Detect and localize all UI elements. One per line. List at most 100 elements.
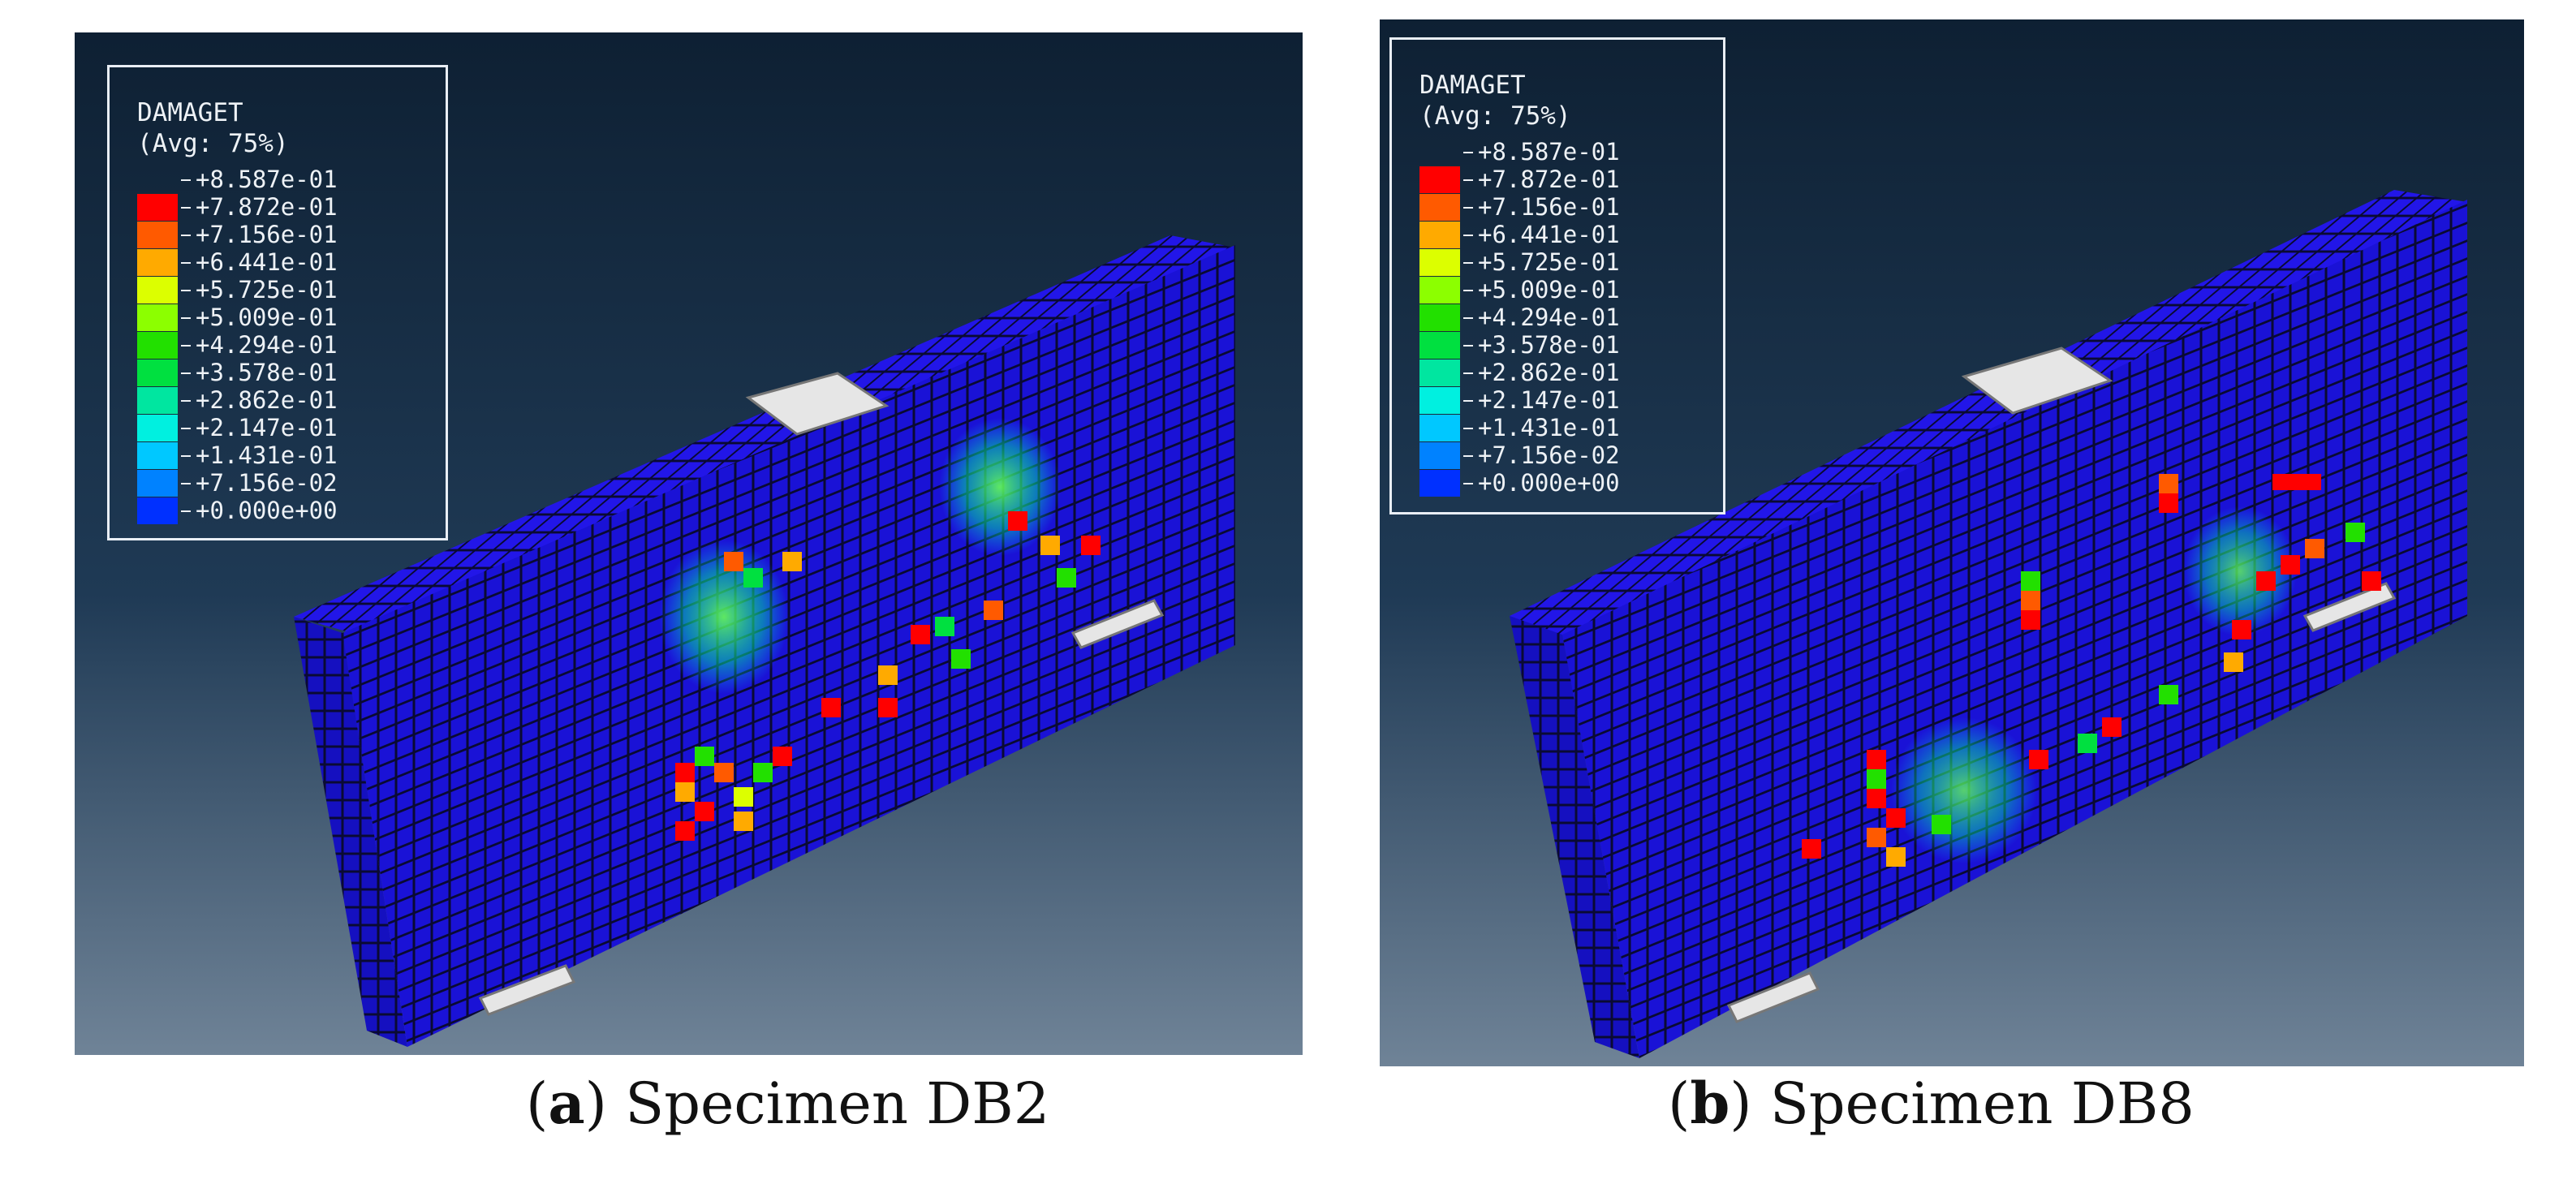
damage-zone xyxy=(2183,506,2297,636)
caption-letter: b xyxy=(1690,1070,1730,1137)
damage-zone xyxy=(939,418,1061,556)
legend-swatch xyxy=(1419,331,1460,359)
legend-row: +5.009e-01 xyxy=(137,304,429,359)
caption-text: Specimen DB8 xyxy=(1769,1070,2195,1137)
legend-label: +1.431e-01 xyxy=(196,441,338,469)
legend-swatch xyxy=(137,497,178,524)
legend-row: +2.147e-01 xyxy=(1419,386,1712,441)
legend-db2: DAMAGET (Avg: 75%) +8.587e-01 +7.872e-01… xyxy=(107,65,448,540)
legend-row: +2.862e-01 xyxy=(137,386,429,441)
legend-label: +7.156e-01 xyxy=(196,221,338,248)
legend-label: +5.009e-01 xyxy=(1478,276,1620,304)
legend-row: +1.431e-01 xyxy=(137,441,429,497)
legend-scale: +8.587e-01 +7.872e-01 +7.156e-01 +6.441e… xyxy=(137,166,429,538)
legend-row: +6.441e-01 xyxy=(1419,221,1712,276)
legend-label: +2.862e-01 xyxy=(196,386,338,414)
support-plate-right xyxy=(1070,599,1165,649)
legend-label: +7.872e-01 xyxy=(196,193,338,221)
beam-contour-plot-db8 xyxy=(1380,19,2524,1066)
legend-label: +7.156e-01 xyxy=(1478,193,1620,221)
legend-swatch xyxy=(137,469,178,497)
legend-swatch xyxy=(137,304,178,331)
legend-label: +3.578e-01 xyxy=(196,359,338,386)
legend-row: +5.725e-01 xyxy=(137,276,429,331)
loading-plate xyxy=(1961,347,2113,415)
legend-label: +2.147e-01 xyxy=(1478,386,1620,414)
loading-plate xyxy=(745,372,890,436)
legend-row: +4.294e-01 xyxy=(137,331,429,386)
legend-swatch xyxy=(137,441,178,469)
legend-swatch xyxy=(1419,469,1460,497)
legend-row: +7.156e-01 xyxy=(1419,193,1712,248)
support-plate-left xyxy=(478,964,576,1016)
legend-swatch xyxy=(1419,359,1460,386)
legend-swatch xyxy=(1419,386,1460,414)
legend-swatch xyxy=(1419,166,1460,193)
legend-row: +7.156e-02 xyxy=(1419,441,1712,497)
caption-db8: (b) Specimen DB8 xyxy=(1668,1070,2195,1137)
legend-subtitle: (Avg: 75%) xyxy=(137,129,289,158)
legend-swatch xyxy=(137,414,178,441)
legend-label: +2.862e-01 xyxy=(1478,359,1620,386)
support-plate-left xyxy=(1726,971,1820,1023)
legend-label: +6.441e-01 xyxy=(196,248,338,276)
legend-db8: DAMAGET (Avg: 75%) +8.587e-01 +7.872e-01… xyxy=(1389,37,1725,515)
legend-title: DAMAGET xyxy=(137,98,243,127)
legend-row: +3.578e-01 xyxy=(137,359,429,414)
legend-swatch xyxy=(1419,276,1460,304)
legend-row: +8.587e-01 xyxy=(137,166,429,221)
legend-row: +4.294e-01 xyxy=(1419,304,1712,359)
legend-label: +2.147e-01 xyxy=(196,414,338,441)
beam-end-face xyxy=(294,617,407,1047)
legend-swatch xyxy=(1419,221,1460,248)
legend-swatch xyxy=(1419,414,1460,441)
legend-label: +8.587e-01 xyxy=(1478,138,1620,166)
legend-label: +7.156e-02 xyxy=(1478,441,1620,469)
beam-top-face xyxy=(294,235,1235,637)
caption-db2: (a) Specimen DB2 xyxy=(526,1070,1050,1137)
legend-swatch xyxy=(1419,248,1460,276)
beam-top-face xyxy=(1510,190,2467,636)
legend-label: +5.725e-01 xyxy=(196,276,338,304)
legend-swatch xyxy=(137,276,178,304)
legend-swatch xyxy=(137,193,178,221)
legend-title: DAMAGET xyxy=(1419,71,1526,100)
legend-label: +4.294e-01 xyxy=(196,331,338,359)
legend-subtitle: (Avg: 75%) xyxy=(1419,101,1571,131)
legend-row: +7.872e-01 xyxy=(1419,166,1712,221)
legend-row: +1.431e-01 xyxy=(1419,414,1712,469)
legend-row: +3.578e-01 xyxy=(1419,331,1712,386)
legend-row: +2.862e-01 xyxy=(1419,359,1712,414)
legend-row: +2.147e-01 xyxy=(137,414,429,469)
beam-contour-plot-db2 xyxy=(75,32,1303,1055)
legend-swatch xyxy=(1419,193,1460,221)
legend-label: +5.725e-01 xyxy=(1478,248,1620,276)
fem-panel-db2: DAMAGET (Avg: 75%) +8.587e-01 +7.872e-01… xyxy=(75,32,1303,1055)
beam-front-face xyxy=(1562,200,2467,1058)
legend-label: +7.872e-01 xyxy=(1478,166,1620,193)
legend-swatch xyxy=(137,359,178,386)
legend-row: +0.000e+00 xyxy=(137,497,429,538)
legend-swatch xyxy=(137,331,178,359)
legend-row: +7.156e-02 xyxy=(137,469,429,524)
fem-panel-db8: DAMAGET (Avg: 75%) +8.587e-01 +7.872e-01… xyxy=(1380,19,2524,1066)
legend-swatch xyxy=(137,248,178,276)
legend-swatch xyxy=(1419,441,1460,469)
legend-row: +0.000e+00 xyxy=(1419,469,1712,510)
damage-elements xyxy=(1802,474,2381,867)
legend-label: +1.431e-01 xyxy=(1478,414,1620,441)
legend-scale: +8.587e-01 +7.872e-01 +7.156e-01 +6.441e… xyxy=(1419,138,1712,510)
beam-end-face xyxy=(1510,616,1639,1058)
legend-label: +7.156e-02 xyxy=(196,469,338,497)
legend-row: +5.725e-01 xyxy=(1419,248,1712,304)
legend-label: +4.294e-01 xyxy=(1478,304,1620,331)
support-plate-right xyxy=(2302,582,2397,632)
legend-label: +6.441e-01 xyxy=(1478,221,1620,248)
legend-swatch xyxy=(137,386,178,414)
damage-zone xyxy=(1891,717,2037,863)
legend-label: +3.578e-01 xyxy=(1478,331,1620,359)
legend-label: +8.587e-01 xyxy=(196,166,338,193)
legend-row: +7.156e-01 xyxy=(137,221,429,276)
legend-swatch xyxy=(1419,304,1460,331)
legend-row: +8.587e-01 xyxy=(1419,138,1712,193)
